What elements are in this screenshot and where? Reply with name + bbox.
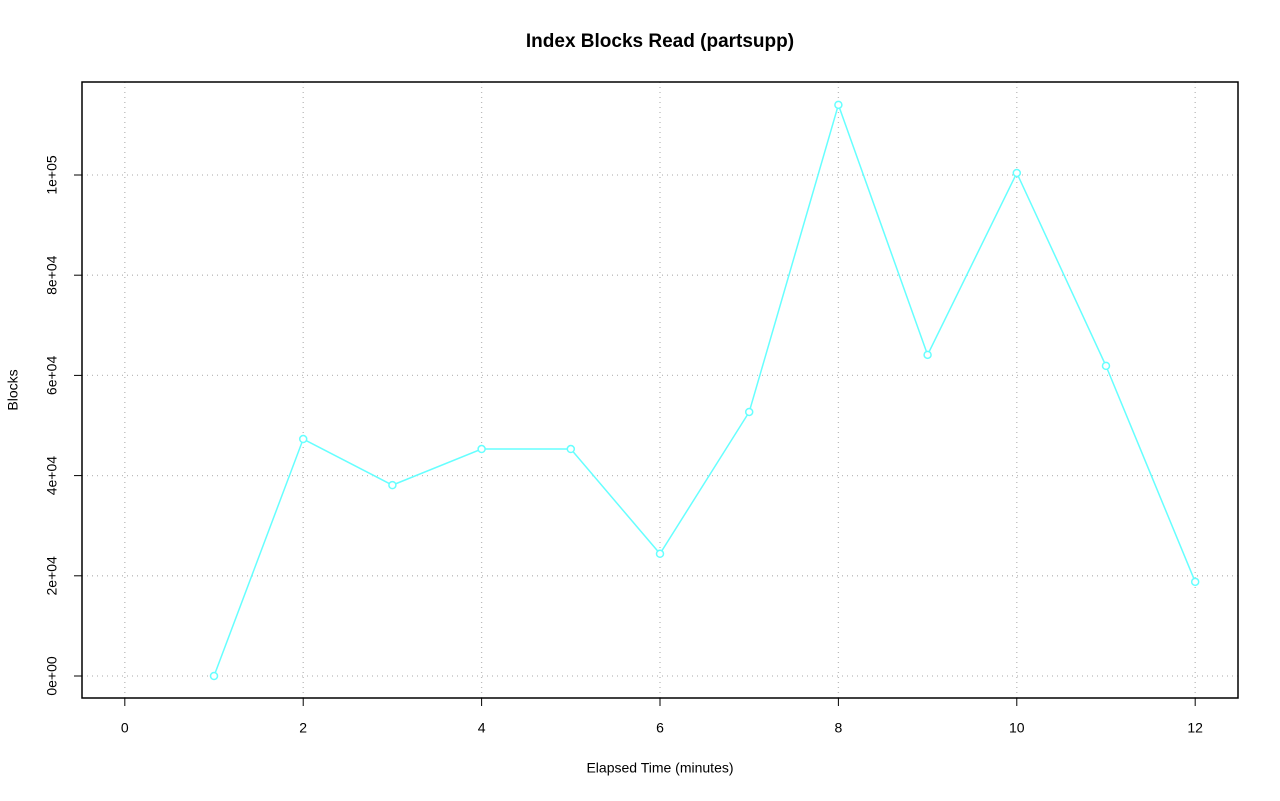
- x-tick-label: 4: [478, 720, 486, 736]
- x-tick-label: 10: [1009, 720, 1025, 736]
- data-point: [566, 444, 576, 454]
- data-point: [1012, 168, 1022, 178]
- data-point: [477, 444, 486, 454]
- y-tick-label: 4e+04: [44, 456, 60, 496]
- y-tick-label: 2e+04: [44, 556, 60, 596]
- y-axis-label: Blocks: [5, 369, 21, 410]
- chart-title: Index Blocks Read (partsupp): [526, 31, 794, 52]
- data-point: [744, 407, 754, 417]
- y-tick-label: 6e+04: [44, 356, 60, 396]
- data-point: [388, 480, 397, 490]
- data-point: [834, 100, 843, 110]
- series-line: [213, 102, 1196, 677]
- data-point: [1190, 577, 1200, 587]
- data-point: [209, 671, 219, 681]
- x-tick-label: 2: [299, 720, 307, 736]
- data-point: [923, 350, 932, 360]
- x-tick-label: 6: [656, 720, 664, 736]
- x-tick-label: 8: [834, 720, 842, 736]
- y-tick-label: 0e+00: [44, 656, 60, 696]
- x-axis-label: Elapsed Time (minutes): [586, 760, 733, 776]
- y-tick-label: 1e+05: [44, 155, 60, 195]
- data-point: [298, 434, 308, 444]
- y-tick-label: 8e+04: [44, 255, 60, 295]
- x-tick-label: 0: [121, 720, 129, 736]
- plot-frame: [81, 81, 1239, 699]
- data-point: [655, 549, 665, 559]
- data-point: [1101, 361, 1111, 371]
- x-tick-label: 12: [1187, 720, 1203, 736]
